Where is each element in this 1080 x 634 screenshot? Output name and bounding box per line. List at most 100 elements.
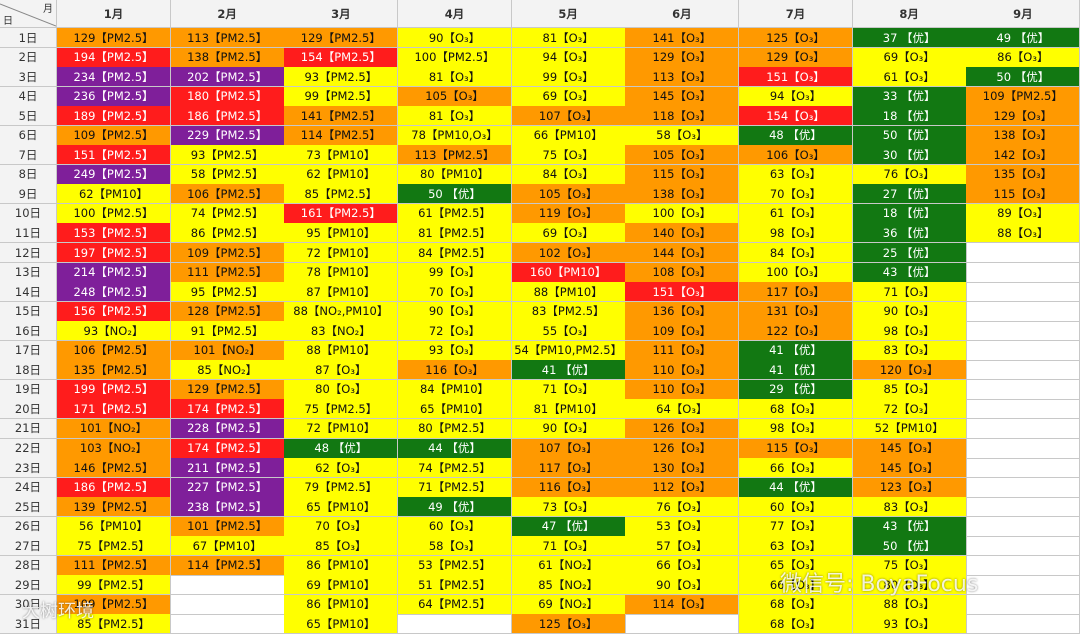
aqi-cell: 136【O₃】 bbox=[625, 301, 740, 322]
aqi-cell: 111【O₃】 bbox=[625, 340, 740, 361]
aqi-cell: 41 【优】 bbox=[511, 360, 626, 381]
aqi-cell: 153【PM2.5】 bbox=[57, 223, 171, 244]
corner-day: 日 bbox=[3, 16, 13, 27]
month-header: 5月 bbox=[511, 0, 626, 28]
aqi-cell: 61【O₃】 bbox=[739, 203, 853, 224]
empty-cell bbox=[966, 340, 1080, 361]
aqi-cell: 105【O₃】 bbox=[398, 86, 512, 107]
aqi-cell: 53【O₃】 bbox=[625, 516, 740, 537]
empty-cell bbox=[966, 243, 1080, 264]
aqi-cell: 114【O₃】 bbox=[625, 594, 740, 615]
aqi-cell: 63【O₃】 bbox=[739, 536, 853, 557]
aqi-cell: 101【PM2.5】 bbox=[170, 516, 285, 537]
aqi-cell: 115【O₃】 bbox=[625, 164, 740, 185]
aqi-cell: 105【O₃】 bbox=[511, 184, 626, 205]
aqi-cell: 116【O₃】 bbox=[398, 360, 512, 381]
aqi-cell: 56【PM10】 bbox=[57, 516, 171, 537]
aqi-cell: 112【O₃】 bbox=[625, 477, 740, 498]
day-label: 14日 bbox=[0, 282, 57, 303]
empty-cell bbox=[966, 477, 1080, 498]
aqi-cell: 69【O₃】 bbox=[511, 86, 626, 107]
aqi-cell: 100【PM2.5】 bbox=[398, 47, 512, 68]
aqi-cell: 85【PM2.5】 bbox=[284, 184, 399, 205]
aqi-cell: 68【O₃】 bbox=[739, 594, 853, 615]
aqi-cell: 99【O₃】 bbox=[511, 67, 626, 88]
aqi-cell: 109【PM2.5】 bbox=[57, 125, 171, 146]
aqi-cell: 60【O₃】 bbox=[739, 497, 853, 518]
aqi-cell: 81【O₃】 bbox=[511, 28, 626, 48]
day-label: 12日 bbox=[0, 243, 57, 264]
aqi-cell: 114【PM2.5】 bbox=[284, 125, 399, 146]
aqi-cell: 76【O₃】 bbox=[852, 164, 967, 185]
aqi-cell: 90【O₃】 bbox=[398, 301, 512, 322]
aqi-cell: 151【O₃】 bbox=[739, 67, 853, 88]
aqi-cell: 68【O₃】 bbox=[739, 614, 853, 634]
aqi-cell: 86【PM10】 bbox=[284, 594, 399, 615]
aqi-cell: 107【O₃】 bbox=[511, 438, 626, 459]
day-label: 10日 bbox=[0, 203, 57, 224]
aqi-cell: 154【PM2.5】 bbox=[284, 47, 399, 68]
aqi-cell: 58【PM2.5】 bbox=[170, 164, 285, 185]
day-label: 4日 bbox=[0, 86, 57, 107]
day-label: 16日 bbox=[0, 321, 57, 342]
aqi-cell: 73【PM10】 bbox=[284, 145, 399, 166]
aqi-cell: 75【O₃】 bbox=[852, 555, 967, 576]
aqi-cell: 141【PM2.5】 bbox=[284, 106, 399, 127]
empty-cell bbox=[966, 262, 1080, 283]
aqi-cell: 80【O₃】 bbox=[852, 575, 967, 596]
aqi-cell: 110【O₃】 bbox=[625, 360, 740, 381]
aqi-cell: 61【O₃】 bbox=[852, 67, 967, 88]
aqi-cell: 78【PM10,O₃】 bbox=[398, 125, 512, 146]
day-label: 27日 bbox=[0, 536, 57, 557]
aqi-cell: 128【PM2.5】 bbox=[170, 301, 285, 322]
aqi-cell: 48 【优】 bbox=[739, 125, 853, 146]
aqi-cell: 64【PM2.5】 bbox=[398, 594, 512, 615]
aqi-cell: 199【PM2.5】 bbox=[57, 379, 171, 400]
aqi-cell: 85【PM2.5】 bbox=[57, 614, 171, 634]
aqi-cell: 129【O₃】 bbox=[966, 106, 1080, 127]
empty-cell bbox=[966, 321, 1080, 342]
aqi-cell: 85【NO₂】 bbox=[511, 575, 626, 596]
aqi-cell: 95【PM10】 bbox=[284, 223, 399, 244]
empty-cell bbox=[966, 516, 1080, 537]
aqi-cell: 87【PM10】 bbox=[284, 282, 399, 303]
aqi-cell: 81【PM10】 bbox=[511, 399, 626, 420]
aqi-cell: 151【PM2.5】 bbox=[57, 145, 171, 166]
aqi-cell: 66【O₃】 bbox=[625, 555, 740, 576]
aqi-cell: 65【PM10】 bbox=[284, 497, 399, 518]
aqi-cell: 94【O₃】 bbox=[511, 47, 626, 68]
aqi-cell: 125【O₃】 bbox=[511, 614, 626, 634]
aqi-cell: 83【O₃】 bbox=[852, 340, 967, 361]
aqi-cell: 107【O₃】 bbox=[511, 106, 626, 127]
aqi-cell: 140【O₃】 bbox=[625, 223, 740, 244]
aqi-cell: 90【O₃】 bbox=[852, 301, 967, 322]
aqi-cell: 234【PM2.5】 bbox=[57, 67, 171, 88]
aqi-cell: 75【O₃】 bbox=[511, 145, 626, 166]
aqi-cell: 61【NO₂】 bbox=[511, 555, 626, 576]
day-label: 7日 bbox=[0, 145, 57, 166]
aqi-cell: 47 【优】 bbox=[511, 516, 626, 537]
aqi-cell: 93【PM2.5】 bbox=[170, 145, 285, 166]
day-label: 29日 bbox=[0, 575, 57, 596]
empty-cell bbox=[966, 438, 1080, 459]
aqi-cell: 139【PM2.5】 bbox=[57, 497, 171, 518]
aqi-cell: 228【PM2.5】 bbox=[170, 418, 285, 439]
aqi-cell: 50 【优】 bbox=[852, 536, 967, 557]
aqi-cell: 93【O₃】 bbox=[398, 340, 512, 361]
aqi-cell: 69【NO₂】 bbox=[511, 594, 626, 615]
aqi-cell: 180【PM2.5】 bbox=[170, 86, 285, 107]
aqi-cell: 138【PM2.5】 bbox=[170, 47, 285, 68]
month-header: 4月 bbox=[398, 0, 512, 28]
aqi-cell: 91【PM2.5】 bbox=[170, 321, 285, 342]
aqi-cell: 135【PM2.5】 bbox=[57, 360, 171, 381]
empty-cell bbox=[966, 418, 1080, 439]
aqi-cell: 83【O₃】 bbox=[852, 497, 967, 518]
day-label: 3日 bbox=[0, 67, 57, 88]
aqi-cell: 37 【优】 bbox=[852, 28, 967, 48]
aqi-cell: 202【PM2.5】 bbox=[170, 67, 285, 88]
aqi-cell: 33 【优】 bbox=[852, 86, 967, 107]
aqi-cell: 94【O₃】 bbox=[739, 86, 853, 107]
aqi-cell: 108【O₃】 bbox=[625, 262, 740, 283]
aqi-cell: 83【PM2.5】 bbox=[511, 301, 626, 322]
